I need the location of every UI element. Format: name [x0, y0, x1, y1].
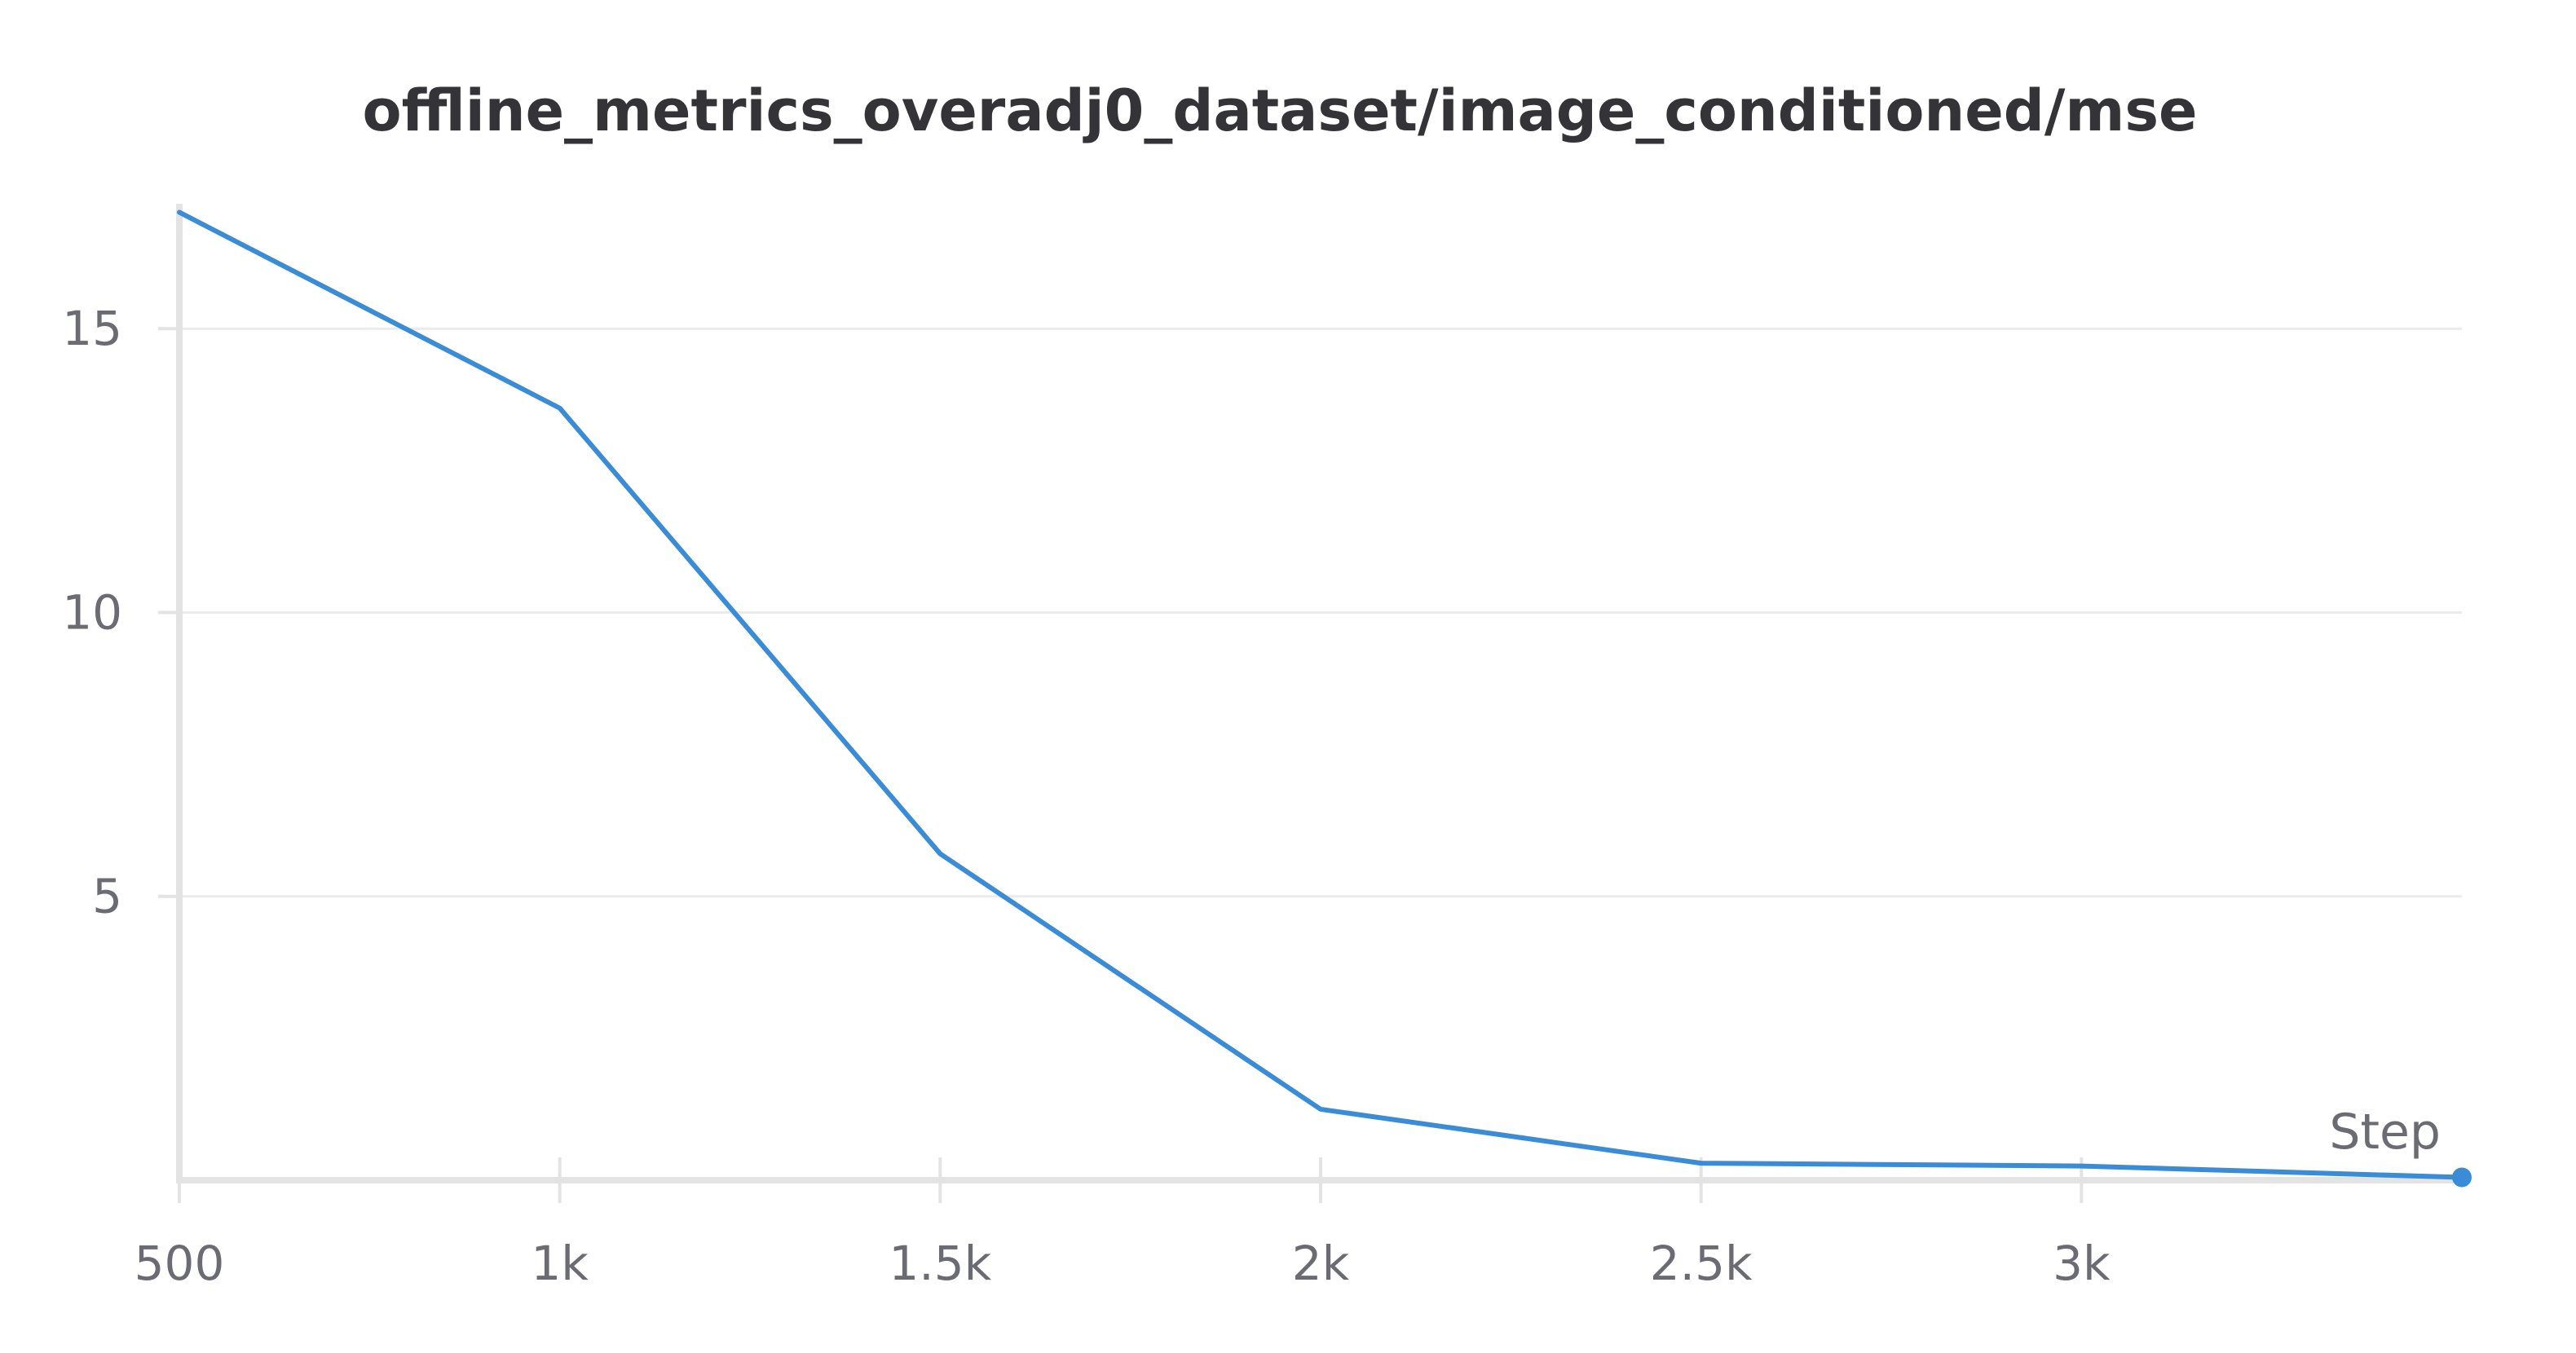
series-layer — [177, 209, 2472, 1188]
grid-lines — [179, 327, 2462, 898]
y-tick-label: 10 — [62, 584, 122, 640]
x-tick-label: 3k — [2053, 1236, 2111, 1291]
x-tick-label: 2k — [1292, 1236, 1350, 1291]
y-tick-label: 5 — [92, 869, 122, 924]
axes — [158, 204, 2462, 1203]
data-point-last — [2452, 1167, 2472, 1188]
x-axis-title: Step — [2329, 1104, 2441, 1161]
x-tick-label: 2.5k — [1650, 1236, 1753, 1291]
series-line — [177, 209, 2464, 1180]
y-tick-label: 15 — [62, 301, 122, 356]
x-tick-label: 500 — [135, 1236, 225, 1291]
chart-title: offline_metrics_overadj0_dataset/image_c… — [363, 77, 2198, 144]
tick-labels: 5 10 15 500 1k 1.5k 2k 2.5k 3k — [62, 301, 2111, 1291]
x-tick-label: 1.5k — [889, 1236, 991, 1291]
x-tick-label: 1k — [531, 1236, 589, 1291]
